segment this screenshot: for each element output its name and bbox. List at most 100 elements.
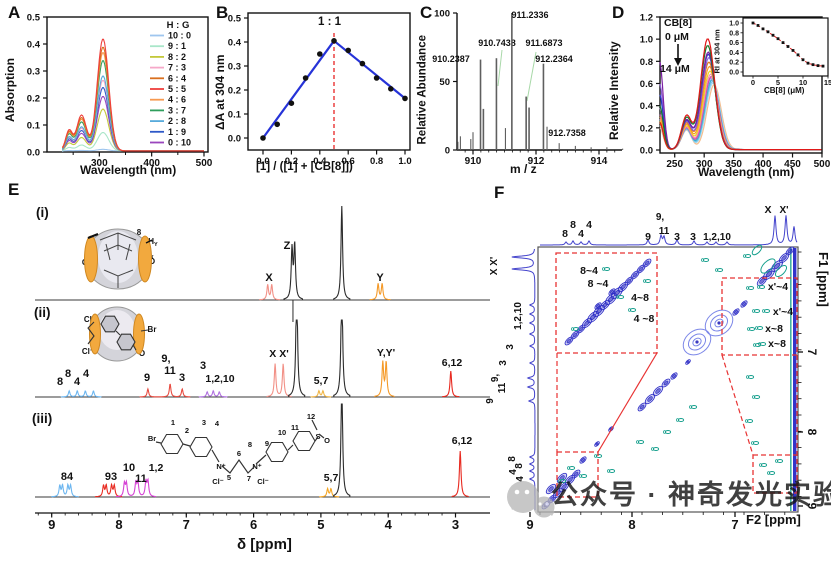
f-diagonal-contour — [787, 248, 793, 254]
e-structure-atom-label: 7 — [247, 474, 251, 483]
e-x-tick-label: 8 — [115, 517, 122, 532]
b-data-point — [317, 51, 323, 57]
e-structure-ring — [189, 436, 213, 458]
b-x-tick-label: 0.4 — [313, 156, 327, 167]
f-inset-contour — [607, 295, 615, 303]
c-y-axis-title: Relative Abundance — [416, 35, 429, 145]
a-legend-entry: 4 : 6 — [168, 95, 186, 105]
f-inset-contour — [644, 260, 650, 266]
f-cross-peak-label: x'~4 — [768, 281, 788, 293]
f-f2-tick-label: 7 — [731, 517, 738, 532]
e-structure-atom-label: 8 — [137, 228, 142, 237]
a-legend-header: H : G — [167, 20, 190, 31]
b-data-point — [345, 47, 352, 54]
e-structure-ring — [160, 433, 184, 455]
a-x-tick-label: 400 — [143, 158, 160, 169]
f-f2-axis-title: F2 [ppm] — [746, 512, 801, 527]
e-cb8-cage-lines — [99, 232, 137, 288]
e-structure-ring — [100, 315, 120, 333]
f-inset-contour — [620, 284, 626, 290]
d-inset-data-point — [776, 37, 780, 41]
d-inset-frame — [742, 17, 829, 77]
b-data-point — [260, 135, 266, 141]
f-center-contour-ring — [709, 314, 729, 332]
e-nmr-peak — [198, 389, 228, 398]
panel-c: 0 50 100 910 912 914 910.2387 910.7438 911.2336 9… — [432, 9, 624, 167]
d-inset-data-point — [791, 49, 795, 52]
e-structure-atom-label: Cl⁻ — [257, 477, 269, 486]
b-data-point — [288, 100, 295, 106]
e-peak-assignment-label: 5,7 — [324, 472, 339, 484]
f-diagonal-contour — [595, 442, 599, 446]
e-structure-atom-label: 1 — [171, 418, 175, 427]
f-cross-peak — [752, 395, 756, 399]
d-y-tick-label: 1.2 — [640, 12, 653, 23]
f-f2-tick-label: 9 — [526, 517, 533, 532]
c-label-pointer-line — [497, 49, 503, 87]
f-cross-peak-label: 8~4 — [580, 265, 598, 277]
f-top-assignment-label: 4 — [586, 219, 592, 231]
a-legend-entry: 8 : 2 — [168, 52, 186, 62]
wechat-bubble-large — [507, 481, 539, 513]
panel-a: 0.0 0.1 0.2 0.3 0.4 0.5 300 400 500 H : G10 : 09 … — [27, 13, 213, 170]
e-cb8-portal-rim — [138, 235, 152, 283]
d-inset-x-axis-title: CB[8] (μM) — [764, 86, 805, 95]
e-structure-atom-label: Cl⁻ — [84, 315, 96, 324]
a-legend-entry: 0 : 10 — [168, 138, 191, 148]
a-y-tick-label: 0.4 — [27, 40, 41, 51]
wechat-bubble-tail — [548, 511, 555, 516]
f-plot-frame — [537, 246, 799, 513]
a-y-axis-title: Absorption — [3, 58, 17, 122]
e-peak-assignment-label: 8 — [57, 376, 63, 388]
c-peak-mass-label: 911.2336 — [511, 10, 548, 20]
d-titration-arrowhead — [674, 58, 682, 66]
f-top-assignment-label: 9, — [656, 212, 665, 223]
a-x-tick-label: 500 — [196, 158, 213, 169]
f-cross-peak — [767, 471, 771, 475]
f-left-assignment-label: 9 — [485, 398, 496, 404]
b-x-tick-label: 0.6 — [342, 156, 355, 167]
e-peak-assignment-label: 4 — [74, 376, 81, 388]
e-peak-assignment-label: 9 — [144, 372, 150, 384]
b-fit-line — [262, 40, 335, 139]
b-data-point — [359, 60, 366, 67]
a-legend-entry: 7 : 3 — [168, 63, 186, 73]
f-cross-peak — [558, 479, 562, 483]
d-spectrum-curve — [659, 70, 822, 151]
f-inset-contour — [596, 304, 600, 308]
c-x-axis-title: m / z — [510, 162, 537, 176]
e-nmr-peak — [259, 284, 281, 301]
e-structure-atom-label: 6 — [237, 449, 241, 458]
f-top-assignment-label: 4 — [578, 228, 584, 240]
f-cross-peak — [689, 405, 693, 409]
f-cross-peak — [757, 285, 761, 289]
f-diagonal-contour — [581, 458, 585, 462]
f-inset-contour — [589, 313, 597, 321]
e-structure-atom-label: 9 — [265, 439, 269, 448]
d-y-tick-label: 0.6 — [640, 79, 653, 90]
f-highlight-box — [555, 252, 658, 354]
f-left-assignment-label: 9, — [490, 374, 501, 383]
c-y-tick-label: 100 — [434, 9, 450, 20]
e-structure-ring — [292, 430, 316, 452]
f-f1-axis-title: F1 [ppm] — [816, 252, 831, 307]
c-x-tick-label: 912 — [528, 156, 545, 167]
b-y-axis-title: ΔA at 304 nm — [213, 54, 227, 130]
d-spectrum-curve — [659, 38, 822, 151]
d-start-conc-label: 0 μM — [665, 31, 689, 43]
c-peak-mass-label: 910.7438 — [478, 38, 516, 48]
e-peak-assignment-label: 11 — [135, 473, 147, 485]
d-inset-data-point — [781, 41, 785, 44]
d-x-axis-title: Wavelength (nm) — [698, 165, 795, 179]
b-data-point — [302, 75, 309, 81]
f-f1-tick-label: 7 — [805, 349, 819, 356]
b-y-tick-label: 0.1 — [228, 110, 242, 121]
f-cross-peak — [755, 326, 759, 330]
f-cross-peak-label: 4 ~8 — [634, 313, 655, 325]
c-peak-mass-label: 912.2364 — [535, 54, 573, 64]
d-inset-y-tick-label: 0.8 — [729, 30, 739, 37]
wechat-icon — [507, 481, 555, 518]
e-structure-atom-label: O — [149, 257, 155, 266]
